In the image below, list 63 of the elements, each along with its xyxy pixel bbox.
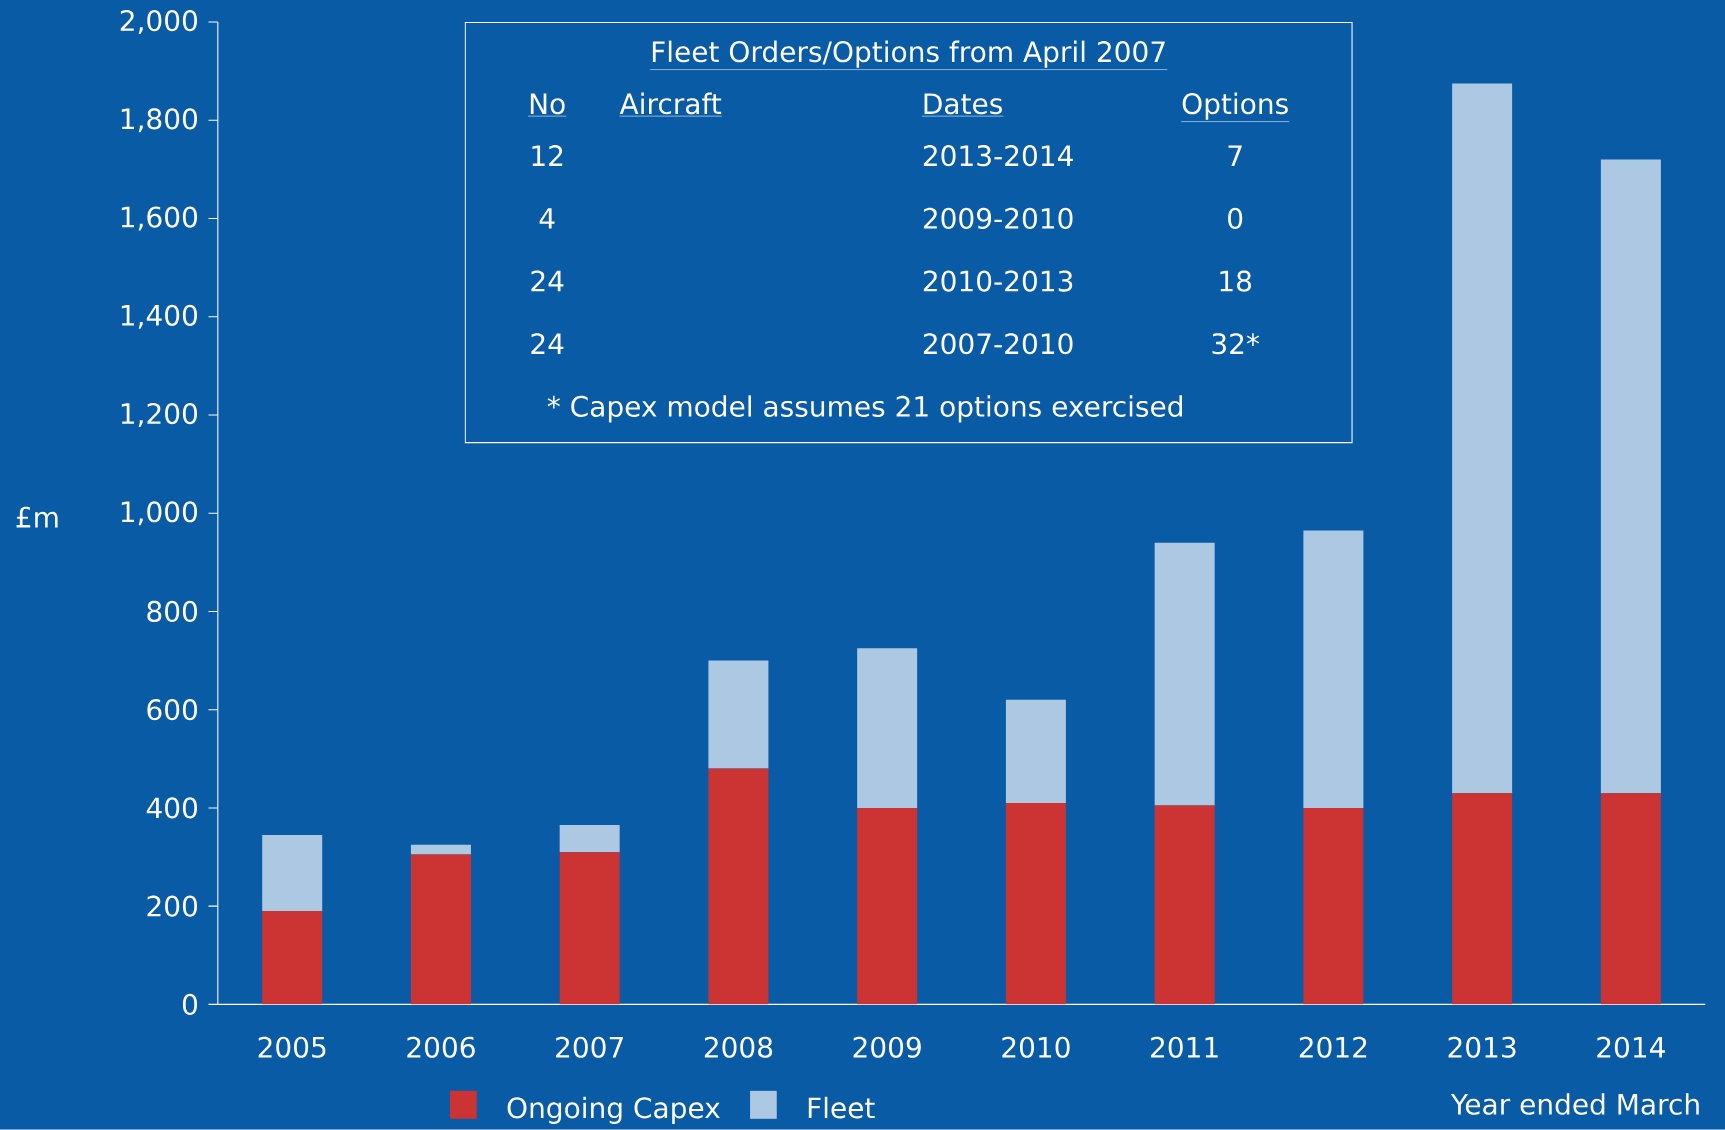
x-tick-label: 2005 — [258, 1036, 326, 1058]
annotation: 2010-2013 — [923, 270, 1073, 292]
bar — [410, 854, 471, 1005]
bar — [1452, 793, 1513, 1005]
annotation: 18 — [1220, 270, 1252, 292]
y-tick-label: 0 — [182, 993, 198, 1016]
annotation: 2013-2014 — [923, 145, 1073, 167]
x-tick-label: 2012 — [1299, 1036, 1367, 1058]
bar — [559, 825, 620, 853]
annotation: Fleet Orders/Options from April 2007 — [652, 40, 1165, 68]
x-tick-label: 2013 — [1448, 1036, 1516, 1058]
y-tick-label: 600 — [147, 699, 198, 721]
annotation: 0 — [1228, 207, 1243, 230]
x-tick-label: 2006 — [407, 1036, 475, 1058]
x-tick-label: 2008 — [704, 1036, 773, 1058]
bar — [1005, 803, 1066, 1005]
annotation: 24 — [531, 333, 564, 355]
y-tick-label: 1,000 — [121, 501, 198, 526]
x-axis-title: Year ended March — [1450, 1093, 1699, 1115]
annotation: 24 — [531, 270, 564, 292]
bar — [1154, 542, 1215, 806]
bar — [1005, 699, 1066, 804]
y-tick-label: 1,800 — [121, 108, 198, 133]
x-tick-label: 2010 — [1002, 1036, 1070, 1058]
y-tick-label: 2,000 — [120, 10, 198, 35]
bar — [708, 660, 769, 769]
annotation: * Capex model assumes 21 options exercised — [547, 395, 1182, 423]
bar — [1303, 808, 1364, 1005]
y-tick-label: 800 — [147, 600, 198, 623]
bar — [1154, 805, 1215, 1005]
bar — [262, 911, 323, 1005]
legend-label: Fleet — [808, 1096, 875, 1119]
y-tick-label: 1,600 — [121, 206, 198, 231]
bar — [857, 648, 918, 809]
x-tick-label: 2009 — [853, 1036, 921, 1058]
annotation: Aircraft — [619, 92, 722, 115]
y-axis-title: £m — [16, 506, 58, 528]
annotation: 2007-2010 — [923, 333, 1073, 355]
annotation: 2009-2010 — [923, 207, 1073, 230]
legend-label: Ongoing Capex — [507, 1096, 720, 1124]
bar — [262, 835, 323, 912]
annotation: No — [530, 93, 565, 115]
bar — [1600, 793, 1661, 1005]
y-tick-label: 1,200 — [121, 403, 198, 428]
x-tick-label: 2011 — [1151, 1036, 1218, 1058]
bar — [708, 768, 769, 1005]
annotation: 7 — [1228, 145, 1242, 166]
annotation: 12 — [532, 145, 563, 166]
x-tick-label: 2014 — [1597, 1036, 1665, 1058]
bar — [1303, 530, 1364, 809]
bar — [857, 808, 918, 1005]
annotation: 32* — [1212, 333, 1260, 355]
annotation: 4 — [539, 208, 555, 229]
annotation: Dates — [924, 93, 1002, 115]
bar — [410, 844, 471, 855]
bar — [1600, 159, 1661, 794]
y-tick-label: 400 — [146, 797, 198, 819]
bar — [559, 852, 620, 1005]
y-tick-label: 1,400 — [121, 304, 198, 329]
y-tick-label: 200 — [147, 895, 198, 917]
bar — [1452, 83, 1513, 794]
annotation: Options — [1182, 92, 1288, 120]
x-tick-label: 2007 — [556, 1036, 623, 1058]
